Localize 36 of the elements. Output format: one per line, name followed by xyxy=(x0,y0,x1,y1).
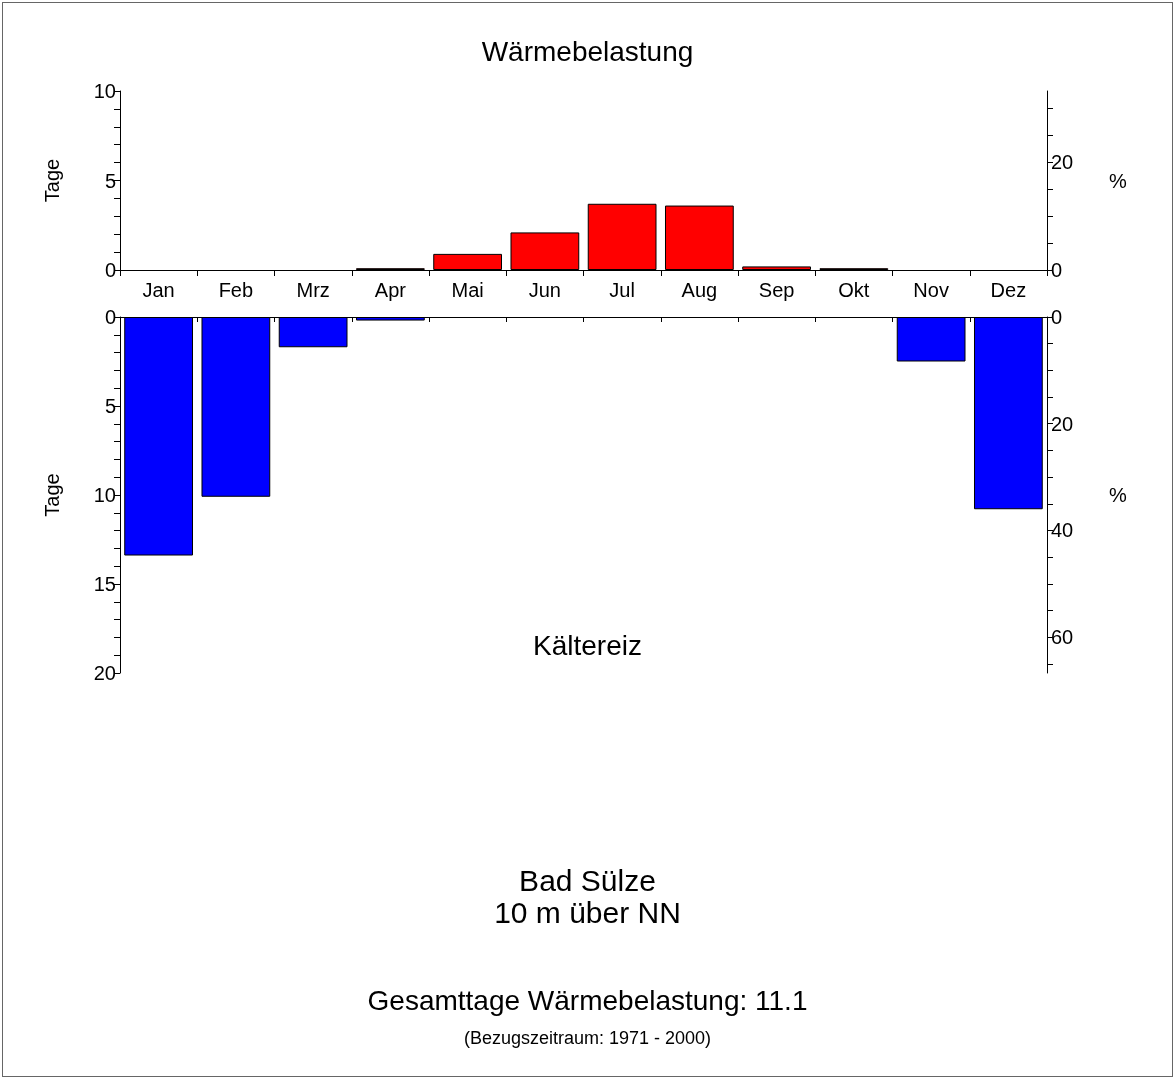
y2-tick-label: 20 xyxy=(1051,151,1074,174)
x-tick-label: Jan xyxy=(142,279,175,301)
y-tick-label: 15 xyxy=(93,573,116,595)
y-tick-label: 10 xyxy=(93,80,116,102)
x-tick-label: Jun xyxy=(528,279,561,301)
x-tick-label: Apr xyxy=(374,279,407,301)
y2-tick-label: 20 xyxy=(1051,412,1074,435)
y2-tick-label: 40 xyxy=(1051,519,1074,542)
text: Gesamttage Wärmebelastung: 11.1 xyxy=(367,984,808,1016)
x-tick-label: Mai xyxy=(451,279,484,301)
x-tick-label: Dez xyxy=(990,279,1027,301)
y2-tick-label: 0 xyxy=(1051,259,1063,281)
y-tick-label: 0 xyxy=(104,306,116,328)
chart-title: Wärmebelastung xyxy=(481,35,694,67)
text: Kältereiz xyxy=(533,629,642,661)
x-tick-label: Aug xyxy=(681,279,718,301)
y2-tick-label: 0 xyxy=(1051,306,1063,328)
y-tick-label: 5 xyxy=(104,169,116,192)
y2-tick-label: 60 xyxy=(1051,626,1074,649)
text: Bad Sülze xyxy=(519,863,656,897)
y-axis-title: Tage xyxy=(41,473,63,517)
text: 10 m über NN xyxy=(494,895,681,929)
x-tick-label: Feb xyxy=(218,279,254,301)
x-tick-label: Nov xyxy=(913,279,949,301)
x-tick-label: Okt xyxy=(838,279,870,301)
x-tick-label: Mrz xyxy=(296,279,330,301)
y-axis-title: Tage xyxy=(41,158,63,203)
x-tick-label: Sep xyxy=(758,279,795,301)
text: (Bezugszeitraum: 1971 - 2000) xyxy=(463,1028,712,1048)
y-tick-label: 0 xyxy=(104,259,116,281)
y-tick-label: 5 xyxy=(104,395,116,417)
y2-axis-title: % xyxy=(1109,169,1127,192)
y-tick-label: 20 xyxy=(93,662,116,684)
y2-axis-title: % xyxy=(1109,484,1127,506)
x-tick-label: Jul xyxy=(609,279,635,301)
y-tick-label: 10 xyxy=(93,484,116,506)
